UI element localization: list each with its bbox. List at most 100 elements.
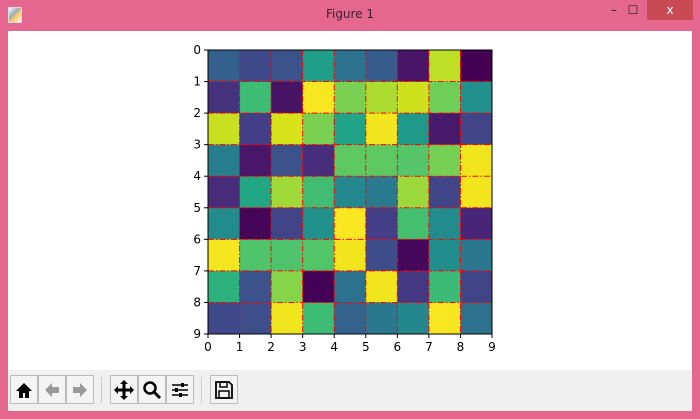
heatmap-cell [271, 50, 304, 83]
heatmap-cell [302, 270, 335, 303]
heatmap-cell [397, 81, 430, 114]
heatmap-cell [271, 239, 304, 272]
heatmap-cell [208, 239, 241, 272]
heatmap-cell [208, 270, 241, 303]
floppy-icon [215, 380, 233, 399]
heatmap-cell [239, 302, 272, 335]
heatmap-cell [428, 176, 461, 209]
heatmap-cell [397, 239, 430, 272]
heatmap-cell [239, 113, 272, 146]
heatmap-cell [302, 113, 335, 146]
minimize-button[interactable]: – [611, 3, 617, 17]
heatmap-cell [397, 144, 430, 177]
toolbar-separator [201, 377, 202, 403]
heatmap-cell [302, 50, 335, 83]
heatmap-cell [302, 302, 335, 335]
heatmap-cell [271, 113, 304, 146]
y-tick-label: 3 [193, 138, 201, 152]
x-tick-label: 0 [204, 340, 212, 354]
heatmap-cell [460, 50, 493, 83]
heatmap-cell [397, 302, 430, 335]
heatmap-cell [365, 50, 398, 83]
heatmap-cell [460, 81, 493, 114]
heatmap-cell [334, 270, 367, 303]
maximize-button[interactable]: ☐ [627, 3, 639, 17]
zoom-button[interactable] [138, 375, 166, 404]
heatmap-cell [428, 144, 461, 177]
heatmap-cell [302, 239, 335, 272]
heatmap-cell [208, 207, 241, 240]
heatmap-cell [460, 239, 493, 272]
heatmap-cell [428, 81, 461, 114]
heatmap-cell [239, 176, 272, 209]
heatmap-cell [271, 270, 304, 303]
sliders-icon [172, 382, 188, 397]
heatmap-cell [271, 302, 304, 335]
heatmap-cell [397, 50, 430, 83]
heatmap-cell [239, 144, 272, 177]
heatmap-cell [397, 207, 430, 240]
back-button[interactable] [38, 375, 66, 404]
x-tick-label: 8 [457, 340, 465, 354]
heatmap-cell [365, 270, 398, 303]
heatmap-cell [365, 81, 398, 114]
heatmap-cell [428, 113, 461, 146]
x-tick-label: 6 [394, 340, 402, 354]
window-title: Figure 1 [325, 7, 375, 21]
heatmap-cell [208, 113, 241, 146]
configure-button[interactable] [166, 375, 194, 404]
heatmap-cell [302, 81, 335, 114]
x-tick-label: 4 [330, 340, 338, 354]
magnifier-icon [143, 380, 162, 399]
heatmap-cell [334, 81, 367, 114]
y-tick-label: 7 [193, 264, 201, 278]
y-tick-label: 1 [193, 75, 201, 89]
heatmap-cell [239, 50, 272, 83]
title-bar: Figure 1 – ☐ x [0, 0, 700, 31]
heatmap-cell [428, 239, 461, 272]
y-tick-label: 6 [193, 232, 201, 246]
heatmap-cell [208, 144, 241, 177]
heatmap-cell [334, 302, 367, 335]
heatmap-cell [334, 239, 367, 272]
app-icon [8, 7, 22, 23]
heatmap-cell [239, 207, 272, 240]
x-tick-label: 9 [488, 340, 496, 354]
heatmap-cell [334, 176, 367, 209]
heatmap-cell [365, 176, 398, 209]
heatmap-cell [334, 50, 367, 83]
heatmap-cell [334, 144, 367, 177]
heatmap-cell [460, 302, 493, 335]
x-tick-label: 3 [299, 340, 307, 354]
forward-button[interactable] [66, 375, 94, 404]
heatmap-cell [460, 207, 493, 240]
heatmap-cell [208, 302, 241, 335]
x-tick-label: 2 [267, 340, 275, 354]
heatmap-cell [460, 144, 493, 177]
heatmap-cell [460, 176, 493, 209]
heatmap-cell [365, 207, 398, 240]
x-tick-label: 7 [425, 340, 433, 354]
x-tick-label: 5 [362, 340, 370, 354]
heatmap-cell [365, 113, 398, 146]
x-tick-label: 1 [236, 340, 244, 354]
heatmap-cell [208, 176, 241, 209]
save-button[interactable] [210, 375, 238, 404]
y-tick-label: 8 [193, 295, 201, 309]
heatmap-cell [302, 207, 335, 240]
heatmap-cell [428, 207, 461, 240]
pan-button[interactable] [110, 375, 138, 404]
arrow-right-icon [73, 382, 87, 397]
heatmap-cell [334, 207, 367, 240]
heatmap-cell [365, 144, 398, 177]
heatmap-cell [365, 302, 398, 335]
close-button[interactable]: x [647, 0, 693, 20]
heatmap-cell [239, 270, 272, 303]
axes-frame [207, 49, 493, 335]
y-tick-label: 4 [193, 169, 201, 183]
y-tick-label: 5 [193, 201, 201, 215]
navigation-toolbar [8, 370, 692, 411]
home-button[interactable] [10, 375, 38, 404]
